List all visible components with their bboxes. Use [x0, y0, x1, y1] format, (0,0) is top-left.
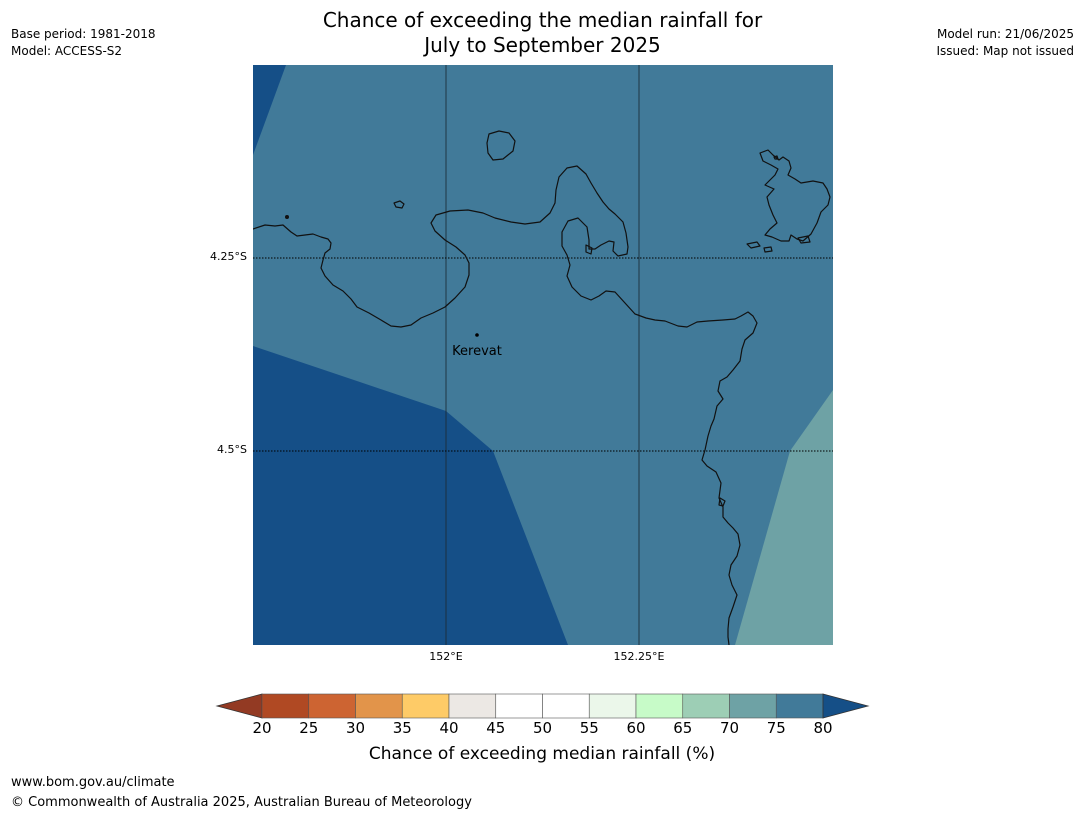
kerevat-label: Kerevat [452, 344, 502, 359]
colorbar-under-arrow [215, 693, 263, 719]
colorbar-tick-65: 65 [673, 719, 693, 737]
lat-label-4-25: 4.25°S [210, 250, 247, 263]
lon-label-152-25: 152.25°E [613, 650, 665, 663]
islet-east-c [763, 246, 773, 253]
colorbar-segment-20-25 [261, 693, 310, 719]
right-metadata: Model run: 21/06/2025 Issued: Map not is… [936, 26, 1074, 60]
islet-dot-west [285, 215, 289, 219]
left-metadata: Base period: 1981-2018 Model: ACCESS-S2 [11, 26, 156, 60]
colorbar-label: Chance of exceeding median rainfall (%) [368, 744, 716, 764]
lat-label-4-5: 4.5°S [217, 443, 247, 456]
rainfall-map: Kerevat [253, 65, 833, 645]
map-title-line1: Chance of exceeding the median rainfall … [322, 8, 763, 32]
islet-east-b [746, 241, 761, 249]
colorbar-segment-35-40 [401, 693, 450, 719]
colorbar [215, 693, 870, 719]
kerevat-marker [475, 333, 479, 337]
band-over-80-southwest [253, 346, 568, 645]
colorbar-tick-55: 55 [579, 719, 599, 737]
colorbar-segment-30-35 [355, 693, 403, 719]
lon-label-152: 152°E [429, 650, 463, 663]
colorbar-segment-50-55 [542, 693, 590, 719]
coast-fragment-south [718, 497, 726, 507]
colorbar-tick-45: 45 [486, 719, 506, 737]
colorbar-tick-75: 75 [766, 719, 786, 737]
colorbar-tick-20: 20 [252, 719, 272, 737]
map-title: Chance of exceeding the median rainfall … [0, 8, 1085, 58]
model-run: Model run: 21/06/2025 [936, 27, 1074, 41]
coastline [253, 130, 831, 645]
colorbar-tick-60: 60 [626, 719, 646, 737]
footer-url[interactable]: www.bom.gov.au/climate [11, 775, 175, 790]
islet-east-a [797, 235, 811, 244]
colorbar-tick-25: 25 [299, 719, 319, 737]
islet-west [393, 200, 405, 209]
issued-status: Issued: Map not issued [936, 44, 1074, 58]
colorbar-segment-60-65 [635, 693, 684, 719]
colorbar-segment-40-45 [448, 693, 497, 719]
colorbar-segment-65-70 [682, 693, 730, 719]
colorbar-tick-70: 70 [719, 719, 740, 737]
colorbar-segment-75-80 [775, 693, 824, 719]
colorbar-segment-25-30 [308, 693, 356, 719]
colorbar-tick-35: 35 [392, 719, 412, 737]
band-70-75-southeast [735, 390, 833, 645]
colorbar-tick-80: 80 [813, 719, 833, 737]
coast-fragment-east [759, 149, 831, 242]
colorbar-tick-50: 50 [532, 719, 553, 737]
model-name: Model: ACCESS-S2 [11, 44, 123, 58]
islet-east-d [773, 155, 779, 160]
colorbar-segment-70-75 [729, 693, 777, 719]
coastline-main [253, 165, 758, 645]
colorbar-tick-30: 30 [345, 719, 366, 737]
colorbar-over-arrow [822, 693, 870, 719]
map-title-line2: July to September 2025 [424, 33, 661, 57]
coast-fragment-inlet [585, 244, 593, 255]
base-period: Base period: 1981-2018 [11, 27, 156, 41]
colorbar-tick-40: 40 [439, 719, 459, 737]
colorbar-segment-45-50 [495, 693, 543, 719]
colorbar-segment-55-60 [588, 693, 637, 719]
footer-copyright: © Commonwealth of Australia 2025, Austra… [11, 795, 472, 810]
band-over-80-topleft [253, 65, 286, 155]
island-north [486, 130, 516, 161]
